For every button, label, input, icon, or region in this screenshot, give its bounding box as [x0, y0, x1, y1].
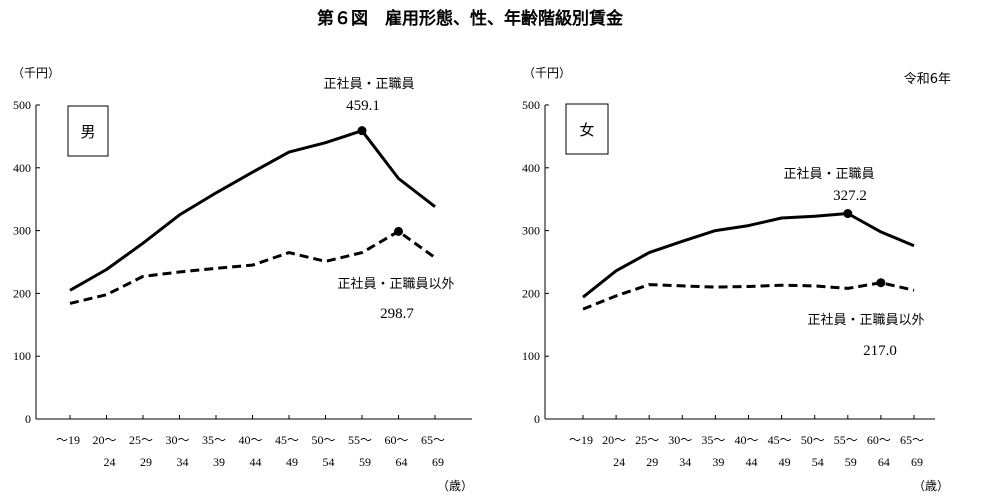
- x-tick-label: ～19: [56, 433, 80, 447]
- panel-label-box: [565, 103, 609, 155]
- y-tick-label: 200: [13, 286, 31, 300]
- x-tick-label-second-line: 49: [779, 455, 791, 469]
- x-tick-label: ～19: [569, 433, 593, 447]
- x-tick-label: 65～: [421, 433, 445, 447]
- x-tick-label-second-line: 64: [396, 455, 408, 469]
- era-note: 令和6年: [904, 72, 951, 87]
- x-tick-label: 30～: [165, 433, 189, 447]
- x-tick-label-second-line: 59: [359, 455, 371, 469]
- panel-male: 0 100 200 300 400 500 （千円） ～19 20～ 24 25～ 29 30～ 34 35…: [12, 66, 473, 493]
- x-tick-label: 60～: [384, 433, 408, 447]
- x-tick-label: 40～: [734, 433, 758, 447]
- x-tick-label: 45～: [768, 433, 792, 447]
- y-unit-label: （千円）: [523, 66, 571, 80]
- series-label-nonregular: 正社員・正職員以外: [337, 276, 454, 292]
- peak-marker-regular: [843, 209, 853, 219]
- panel-label: 女: [579, 121, 594, 139]
- peak-marker-nonregular: [876, 278, 886, 288]
- x-tick-label: 20～: [602, 433, 626, 447]
- x-tick-label-second-line: 69: [432, 455, 444, 469]
- x-tick-label: 40～: [238, 433, 262, 447]
- y-tick-label: 100: [522, 349, 540, 363]
- x-tick-label-second-line: 54: [323, 455, 335, 469]
- x-tick-label: 30～: [668, 433, 692, 447]
- y-tick-label: 300: [13, 224, 31, 238]
- figure-title: 第６図 雇用形態、性、年齢階級別賃金: [317, 8, 624, 29]
- x-tick-label-second-line: 29: [646, 455, 658, 469]
- x-tick-label-second-line: 49: [286, 455, 298, 469]
- x-tick-label: 25～: [635, 433, 659, 447]
- x-tick-label: 25～: [129, 433, 153, 447]
- panel-label: 男: [80, 123, 95, 141]
- x-tick-label-second-line: 39: [712, 455, 724, 469]
- x-tick-label-second-line: 59: [845, 455, 857, 469]
- x-tick-label-second-line: 64: [878, 455, 890, 469]
- x-tick-label-second-line: 44: [746, 455, 758, 469]
- series-label-regular: 正社員・正職員: [783, 166, 874, 182]
- x-unit-label: （歳）: [437, 479, 473, 493]
- y-unit-label: （千円）: [12, 66, 60, 80]
- x-tick-label-second-line: 24: [104, 455, 116, 469]
- x-tick-label: 35～: [701, 433, 725, 447]
- peak-value-regular: 459.1: [346, 98, 380, 114]
- x-tick-label: 55～: [834, 433, 858, 447]
- y-tick-label: 500: [13, 98, 31, 112]
- x-tick-label-second-line: 29: [140, 455, 152, 469]
- x-tick-label: 60～: [867, 433, 891, 447]
- x-tick-label: 35～: [202, 433, 226, 447]
- x-tick-label: 50～: [311, 433, 335, 447]
- y-tick-label: 500: [522, 98, 540, 112]
- y-tick-label: 400: [13, 161, 31, 175]
- panel-label-box: [67, 105, 109, 157]
- x-tick-label-second-line: 34: [679, 455, 691, 469]
- panel-female: 0 100 200 300 400 500 （千円） ～19 20～ 24 25～ 29 30～ 34 35…: [522, 66, 949, 493]
- x-tick-label-second-line: 39: [213, 455, 225, 469]
- peak-value-nonregular: 217.0: [863, 343, 897, 359]
- x-tick-label: 55～: [348, 433, 372, 447]
- x-tick-label-second-line: 34: [177, 455, 189, 469]
- series-line-nonregular: [582, 281, 915, 311]
- y-tick-label: 100: [13, 349, 31, 363]
- series-line-nonregular: [69, 229, 436, 305]
- x-tick-label: 20～: [92, 433, 116, 447]
- peak-marker-regular: [357, 126, 367, 136]
- y-tick-label: 400: [522, 161, 540, 175]
- x-tick-label-second-line: 69: [911, 455, 923, 469]
- y-tick-label: 200: [522, 286, 540, 300]
- peak-value-nonregular: 298.7: [380, 306, 414, 322]
- series-label-regular: 正社員・正職員: [323, 76, 414, 92]
- series-label-nonregular: 正社員・正職員以外: [807, 312, 924, 328]
- y-tick-label: 0: [534, 412, 540, 426]
- peak-marker-nonregular: [394, 226, 403, 236]
- x-tick-label-second-line: 44: [250, 455, 262, 469]
- x-unit-label: （歳）: [913, 479, 949, 493]
- x-tick-label: 50～: [801, 433, 825, 447]
- y-tick-label: 0: [25, 412, 31, 426]
- x-tick-label: 65～: [900, 433, 924, 447]
- x-tick-label-second-line: 54: [812, 455, 824, 469]
- series-line-regular: [69, 129, 436, 292]
- peak-value-regular: 327.2: [833, 188, 867, 204]
- x-tick-label-second-line: 24: [613, 455, 625, 469]
- x-tick-label: 45～: [275, 433, 299, 447]
- y-tick-label: 300: [522, 224, 540, 238]
- series-line-regular: [582, 212, 915, 299]
